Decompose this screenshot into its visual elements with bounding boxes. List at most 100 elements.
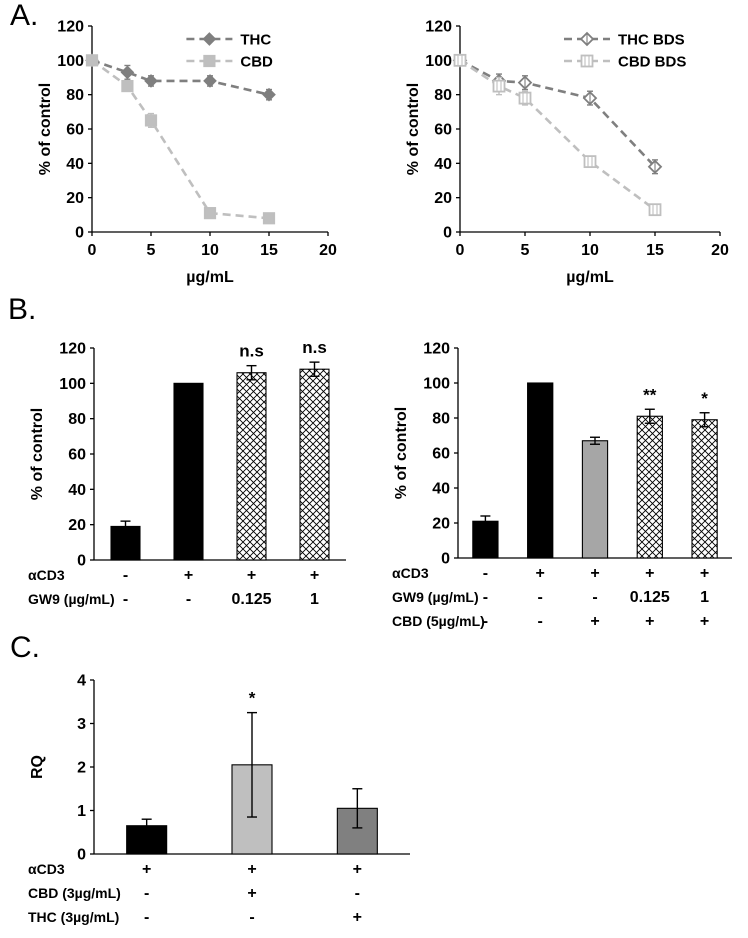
y-tick-label: 80 (68, 411, 86, 428)
condition-row-label: GW9 (µg/mL) (28, 591, 115, 607)
square-marker-icon (203, 207, 217, 220)
condition-value: - (144, 909, 149, 926)
condition-row-label: GW9 (µg/mL) (392, 589, 479, 605)
y-tick-label: 80 (434, 87, 452, 104)
square-marker-icon (85, 54, 99, 67)
legend-label: THC BDS (618, 32, 685, 49)
square-marker-icon (121, 79, 134, 93)
condition-value: - (186, 591, 191, 608)
condition-value: - (592, 589, 597, 606)
diamond-marker-icon (203, 74, 217, 88)
y-tick-label: 100 (57, 53, 84, 70)
y-tick-label: 2 (77, 760, 86, 777)
chart-c-svg: 0 1 2 3 4 RQ + - - * + + - + - + αCD3 CBD (3µg/mL) THC (3µ… (28, 673, 410, 926)
bar (336, 807, 378, 855)
chart-b-left-gw9-bar-chart: 0 20 40 60 80 100 120 % of control - - + - n.s +0.125… (26, 318, 356, 616)
y-tick-label: 120 (59, 341, 86, 358)
y-tick-label: 60 (432, 446, 450, 463)
x-tick-label: 10 (581, 242, 599, 259)
square-marker-icon (203, 54, 216, 68)
x-tick-label: 20 (319, 242, 337, 259)
y-axis-title: % of control (393, 407, 410, 499)
condition-value: + (590, 565, 599, 582)
condition-value: - (144, 885, 149, 902)
condition-value: - (123, 591, 128, 608)
condition-value: 0.125 (231, 591, 271, 608)
condition-value: + (700, 613, 709, 630)
panel-b-label: B. (8, 293, 37, 326)
significance-label: * (701, 389, 708, 408)
condition-row-label: CBD (3µg/mL) (28, 885, 121, 901)
y-tick-label: 20 (432, 516, 450, 533)
y-tick-label: 20 (68, 517, 86, 534)
diamond-marker-icon (120, 65, 135, 80)
legend-label: CBD (240, 54, 273, 71)
square-marker-icon (144, 114, 158, 127)
square-marker-icon (583, 155, 597, 169)
condition-row-label: THC (3µg/mL) (28, 909, 119, 925)
condition-value: + (645, 565, 654, 582)
square-marker-icon (492, 79, 506, 93)
significance-label: n.s (302, 338, 327, 357)
y-axis-title: RQ (29, 755, 46, 779)
condition-value: - (483, 613, 488, 630)
y-tick-label: 60 (434, 122, 452, 139)
bar (527, 382, 554, 559)
y-tick-label: 0 (443, 225, 452, 242)
square-marker-icon (648, 203, 662, 217)
x-tick-label: 10 (201, 242, 219, 259)
condition-value: + (184, 567, 193, 584)
square-marker-icon (262, 212, 276, 225)
condition-value: + (353, 909, 362, 926)
y-tick-label: 80 (432, 411, 450, 428)
y-tick-label: 60 (68, 447, 86, 464)
condition-value: + (310, 567, 319, 584)
legend-label: THC (240, 32, 271, 49)
condition-value: 1 (310, 591, 319, 608)
y-axis-title: % of control (37, 83, 54, 175)
x-tick-label: 5 (521, 242, 530, 259)
series-line (459, 59, 656, 168)
condition-value: + (247, 885, 256, 902)
x-tick-label: 0 (456, 242, 465, 259)
x-tick-label: 5 (147, 242, 156, 259)
condition-value: 0.125 (630, 589, 670, 606)
y-axis-title: % of control (405, 83, 422, 175)
x-axis-title: µg/mL (186, 269, 234, 286)
condition-row-label: αCD3 (28, 861, 65, 877)
bar (636, 415, 663, 559)
x-axis-title: µg/mL (566, 269, 614, 286)
chart-a-left-svg: 0 20 40 60 80 100 120 0 5 10 15 20 % of control µg/mL… (37, 19, 337, 287)
y-tick-label: 80 (66, 87, 84, 104)
condition-value: - (538, 613, 543, 630)
condition-value: - (538, 589, 543, 606)
bar (173, 382, 204, 561)
y-tick-label: 40 (66, 156, 84, 173)
chart-a-left-thc-cbd-dose-response: 0 20 40 60 80 100 120 0 5 10 15 20 % of control µg/mL… (34, 14, 342, 290)
y-tick-label: 120 (425, 19, 452, 36)
legend-label: CBD BDS (618, 54, 686, 71)
y-tick-label: 0 (75, 225, 84, 242)
y-tick-label: 40 (68, 482, 86, 499)
y-tick-label: 120 (423, 341, 450, 358)
y-tick-label: 4 (77, 673, 86, 690)
y-tick-label: 100 (59, 376, 86, 393)
y-tick-label: 0 (441, 551, 450, 568)
condition-row-label: CBD (5µg/mL) (392, 613, 485, 629)
condition-value: - (483, 589, 488, 606)
panel-c-label: C. (10, 631, 40, 664)
condition-value: + (536, 565, 545, 582)
diamond-marker-icon (202, 32, 217, 46)
y-axis-title: % of control (29, 408, 46, 500)
square-marker-icon (453, 53, 467, 67)
y-tick-label: 100 (423, 376, 450, 393)
condition-value: + (247, 567, 256, 584)
condition-value: + (247, 861, 256, 878)
condition-value: - (123, 567, 128, 584)
x-tick-label: 20 (711, 242, 729, 259)
condition-value: 1 (700, 589, 709, 606)
y-tick-label: 1 (77, 803, 86, 820)
y-tick-label: 20 (434, 190, 452, 207)
y-tick-label: 3 (77, 716, 86, 733)
condition-value: + (645, 613, 654, 630)
